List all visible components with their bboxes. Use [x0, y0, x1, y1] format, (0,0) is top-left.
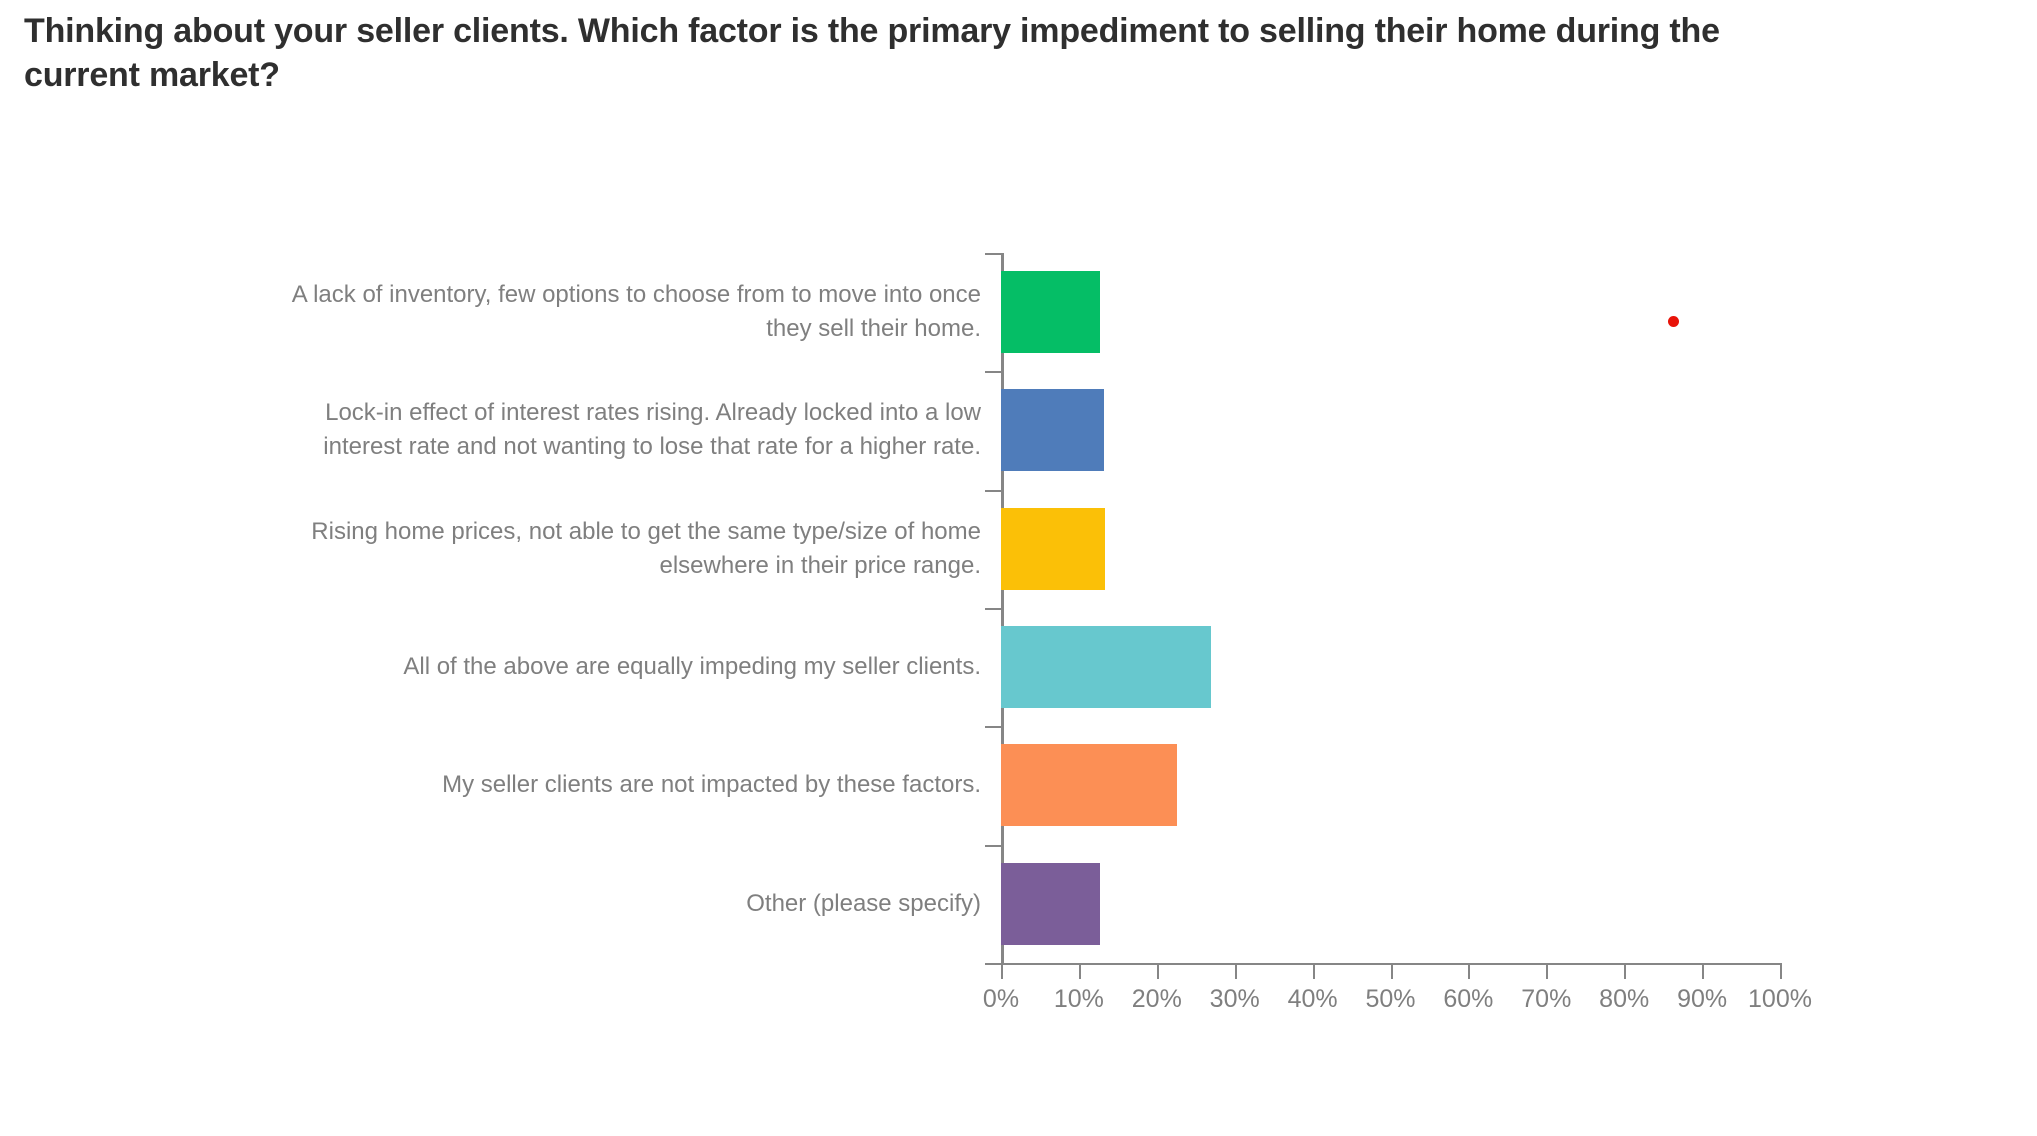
- category-label-0: A lack of inventory, few options to choo…: [291, 281, 981, 343]
- y-axis-line: [1001, 253, 1004, 965]
- x-axis-label-0: 0%: [982, 985, 1020, 1013]
- x-axis-tick-labels: 0% 10% 20% 30% 40% 50% 60% 70% 80% 90% 100%: [983, 965, 1812, 1025]
- bar-2[interactable]: [1001, 507, 1106, 590]
- bar-4[interactable]: [1001, 744, 1178, 827]
- x-axis-tick-10: [1780, 965, 1782, 979]
- x-axis-label-1: 10%: [1053, 985, 1104, 1013]
- x-axis-tick-1: [1078, 965, 1081, 979]
- category-label-4: My seller clients are not impacted by th…: [442, 771, 981, 799]
- bar-0[interactable]: [1001, 271, 1100, 354]
- x-axis-line: [1001, 963, 1782, 965]
- category-label-1: Lock-in effect of interest rates rising.…: [323, 399, 981, 461]
- x-axis-label-3: 30%: [1209, 985, 1260, 1013]
- x-axis-tick-0: [1001, 965, 1003, 979]
- x-axis-label-8: 80%: [1599, 985, 1650, 1013]
- x-axis-tick-8: [1624, 965, 1627, 979]
- y-axis-tick-6: [985, 963, 1001, 965]
- x-axis-tick-5: [1390, 965, 1393, 979]
- y-axis-tick-4: [985, 726, 1001, 729]
- x-axis-tick-3: [1234, 965, 1237, 979]
- category-label-3: All of the above are equally impeding my…: [403, 653, 981, 681]
- x-axis-label-9: 90%: [1677, 985, 1728, 1013]
- bar-row-0: [1001, 253, 1780, 371]
- stray-red-dot-marker: [1668, 316, 1679, 327]
- y-axis-tick-3: [985, 608, 1001, 610]
- x-axis-tick-6: [1468, 965, 1471, 979]
- bar-row-5: [1001, 845, 1780, 963]
- x-axis-tick-4: [1312, 965, 1315, 979]
- y-axis-tick-0: [985, 253, 1001, 255]
- x-axis-label-10: 100%: [1748, 985, 1812, 1013]
- bar-row-1: [1001, 371, 1780, 489]
- page-title: Thinking about your seller clients. Whic…: [24, 12, 1720, 94]
- x-axis-label-2: 20%: [1131, 985, 1182, 1013]
- bar-row-2: [1001, 490, 1780, 608]
- category-label-2: Rising home prices, not able to get the …: [311, 517, 981, 579]
- bar-row-3: [1001, 608, 1780, 726]
- x-axis-label-7: 70%: [1521, 985, 1572, 1013]
- y-axis-tick-1: [985, 371, 1001, 374]
- bar-row-4: [1001, 726, 1780, 844]
- x-axis-label-6: 60%: [1443, 985, 1494, 1013]
- bar-1[interactable]: [1001, 389, 1104, 472]
- y-axis-tick-5: [985, 844, 1001, 847]
- x-axis-label-4: 40%: [1287, 985, 1338, 1013]
- bar-5[interactable]: [1001, 862, 1100, 945]
- x-axis-tick-9: [1702, 965, 1705, 979]
- category-label-5: Other (please specify): [746, 889, 981, 917]
- plot-area: [985, 253, 1780, 965]
- x-axis-tick-2: [1156, 965, 1159, 979]
- x-axis-label-5: 50%: [1365, 985, 1416, 1013]
- bar-3[interactable]: [1001, 626, 1212, 709]
- x-axis-tick-7: [1546, 965, 1549, 979]
- y-axis-tick-2: [985, 489, 1001, 492]
